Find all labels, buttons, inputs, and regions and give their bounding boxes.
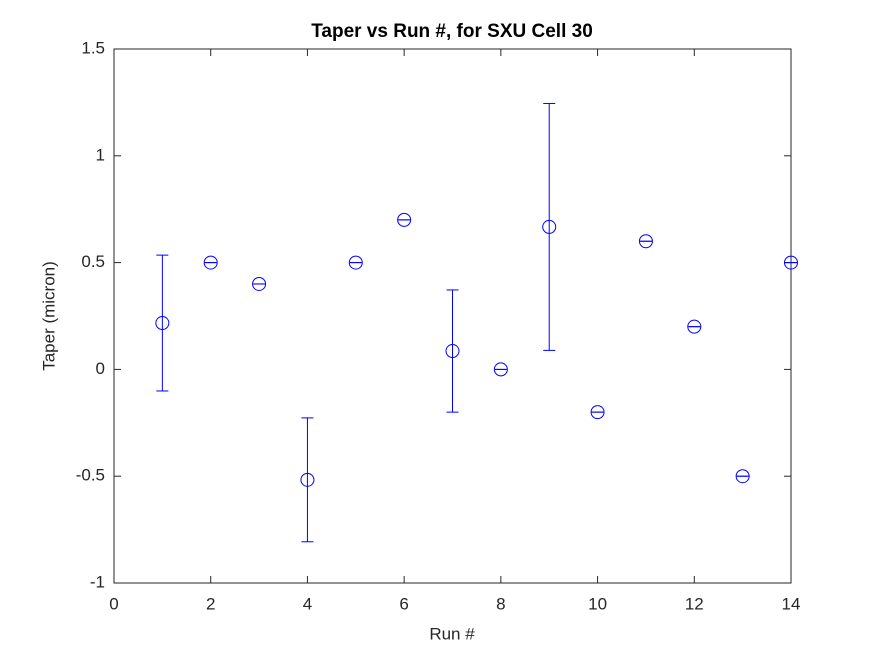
x-tick-label: 2 bbox=[206, 594, 215, 613]
data-point bbox=[542, 219, 557, 234]
data-point bbox=[300, 472, 315, 487]
x-tick-label: 6 bbox=[399, 594, 408, 613]
x-tick-label: 14 bbox=[782, 594, 801, 613]
x-tick-label: 8 bbox=[496, 594, 505, 613]
data-point bbox=[784, 255, 798, 270]
data-point bbox=[348, 255, 363, 270]
y-tick-label: -1 bbox=[90, 572, 105, 591]
data-point bbox=[638, 234, 653, 249]
data-point bbox=[155, 316, 170, 331]
data-point bbox=[203, 255, 218, 270]
data-point bbox=[493, 362, 508, 377]
x-tick-label: 10 bbox=[588, 594, 607, 613]
data-point bbox=[445, 344, 460, 359]
error-bar bbox=[446, 289, 459, 413]
error-bar bbox=[301, 417, 314, 543]
error-bar bbox=[543, 102, 556, 351]
x-tick-label: 4 bbox=[303, 594, 312, 613]
y-axis-label: Taper (micron) bbox=[39, 261, 58, 371]
y-tick-label: 0 bbox=[96, 359, 105, 378]
y-tick-label: -0.5 bbox=[76, 466, 105, 485]
error-bar bbox=[156, 254, 169, 392]
y-tick-label: 1 bbox=[96, 145, 105, 164]
y-tick-label: 0.5 bbox=[81, 252, 105, 271]
x-axis-label: Run # bbox=[429, 624, 475, 643]
data-point bbox=[735, 469, 750, 484]
chart-title: Taper vs Run #, for SXU Cell 30 bbox=[311, 21, 593, 42]
data-point bbox=[252, 276, 267, 291]
plot-box bbox=[113, 48, 792, 584]
x-tick-label: 12 bbox=[685, 594, 704, 613]
data-point bbox=[397, 212, 412, 227]
y-tick-label: 1.5 bbox=[81, 38, 105, 57]
data-point bbox=[687, 319, 702, 334]
data-point bbox=[590, 405, 605, 420]
x-tick-label: 0 bbox=[109, 594, 118, 613]
